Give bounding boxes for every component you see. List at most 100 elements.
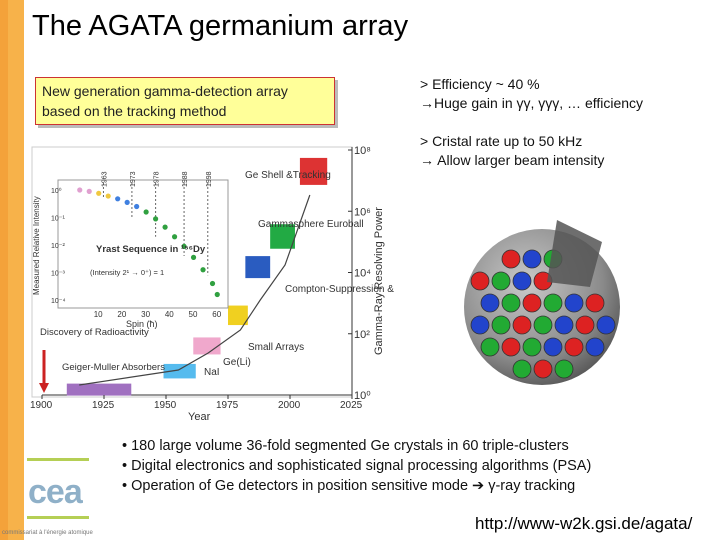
logo-line-bottom [27,516,89,519]
crystal-cluster [554,315,574,335]
inset-x-tick: 60 [212,310,221,319]
bullet-item: • Operation of Ge detectors in position … [122,478,576,494]
rate-line: > Cristal rate up to 50 kHz [420,133,583,149]
radioactivity-arrowhead [39,383,49,393]
y-tick-label: 10⁴ [354,268,371,280]
y-tick-label: 10⁶ [354,206,371,218]
intro-box: New generation gamma-detection array bas… [35,77,335,125]
bullet-item: • 180 large volume 36-fold segmented Ge … [122,438,569,454]
inset-data-point [143,209,149,215]
inset-frame [57,179,229,309]
chart-ylabel-right: Gamma-Ray Resolving Power [373,207,385,355]
milestone-bar [66,383,132,396]
label-ge-shell: Ge Shell &Tracking [245,170,331,181]
inset-year-label: 1963 [101,171,108,187]
crystal-cluster [596,315,616,335]
milestone-bar [163,363,196,379]
inset-ylabel: Measured Relative Intensity [32,196,41,295]
x-tick-label: 1925 [92,400,115,411]
bullet-item: • Digital electronics and sophisticated … [122,458,592,474]
inset-data-point [181,243,187,249]
inset-data-point [124,199,130,205]
inset-x-tick: 20 [117,310,126,319]
crystal-cluster [491,271,511,291]
label-nai: NaI [204,367,220,378]
crystal-cluster [470,315,490,335]
agata-url-link[interactable]: http://www-w2k.gsi.de/agata/ [475,514,693,533]
cea-logo: cea [28,473,83,511]
inset-data-point [200,267,206,273]
crystal-cluster [564,293,584,313]
inset-data-point [209,280,216,287]
milestone-bar [299,157,328,185]
crystal-cluster [501,337,521,357]
chart-xlabel: Year [188,411,211,423]
inset-label: Yrast Sequence in ¹⁵⁶Dy [96,244,206,255]
crystal-cluster [522,293,542,313]
crystal-cluster [512,315,532,335]
crystal-cluster [480,293,500,313]
label-compton: Compton-Suppression & HPGe [285,284,396,295]
label-geiger: Geiger-Muller Absorbers [62,362,165,373]
y-tick-label: 10⁰ [354,390,371,402]
inset-data-point [214,291,220,298]
label-gammasphere: Gammasphere Euroball [258,219,364,230]
crystal-cluster [470,271,490,291]
label-geli: Ge(Li) [223,357,251,368]
inset-y-tick: 10⁻² [51,243,65,250]
milestone-bar [228,305,248,326]
inset-data-point [105,193,111,199]
x-tick-label: 1900 [30,400,53,411]
sphere-opening [547,220,602,287]
crystal-cluster [533,315,553,335]
crystal-cluster [554,359,574,379]
logo-line-top [27,458,89,461]
intro-line-2: based on the tracking method [42,103,227,119]
inset-layer: 10 20 30 40 50 60 10⁰ 10⁻¹ 10⁻² 10⁻³ 10⁻⁴ 1963 1973 1… [51,171,222,319]
x-tick-label: 1975 [216,400,239,411]
y-tick-label: 10² [354,329,370,341]
inset-y-tick: 10⁻³ [51,271,65,278]
inset-data-point [86,188,92,194]
inset-data-point [171,234,178,240]
crystal-cluster [522,249,542,269]
inset-y-tick: 10⁰ [51,187,62,195]
inset-year-label: 1973 [130,171,137,187]
sidebar-accent-inner [8,0,24,540]
crystal-cluster [564,337,584,357]
inset-x-tick: 30 [141,310,150,319]
inset-y-tick: 10⁻⁴ [51,298,66,305]
crystal-cluster [512,359,532,379]
crystal-layer [470,249,616,379]
slide-title: The AGATA germanium array [32,10,409,42]
resolving-power-chart: 1900 1925 1950 1975 2000 202510⁰10²10⁴10⁶10⁸ … [30,145,396,423]
crystal-cluster [491,315,511,335]
inset-data-point [96,190,102,196]
inset-x-tick: 40 [165,310,174,319]
agata-sphere-image [464,220,620,385]
inset-data-point [77,187,83,193]
inset-y-tick: 10⁻¹ [51,216,65,223]
crystal-cluster [522,337,542,357]
label-radioactivity: Discovery of Radioactivity [40,327,149,338]
milestone-bar [270,224,295,249]
efficiency-gain-line: →Huge gain in γγ, γγγ, … efficiency [420,95,644,111]
crystal-cluster [585,337,605,357]
crystal-cluster [533,359,553,379]
crystal-cluster [512,271,532,291]
inset-year-label: 1978 [154,171,161,187]
footer-text: commissariat à l'énergie atomique [2,530,93,536]
inset-data-point [153,216,159,222]
crystal-cluster [501,293,521,313]
y-tick-label: 10⁸ [354,145,371,157]
inset-data-point [162,224,168,230]
inset-data-point [134,203,140,210]
label-small-arrays: Small Arrays [248,342,304,353]
x-tick-label: 2000 [278,400,301,411]
crystal-cluster [480,337,500,357]
beam-intensity-line: → Allow larger beam intensity [420,152,605,168]
bullet-list: • 180 large volume 36-fold segmented Ge … [122,436,591,496]
inset-year-label: 1988 [182,171,189,187]
inset-sublabel: (Intensity 2¹ → 0⁺) = 1 [90,268,164,277]
